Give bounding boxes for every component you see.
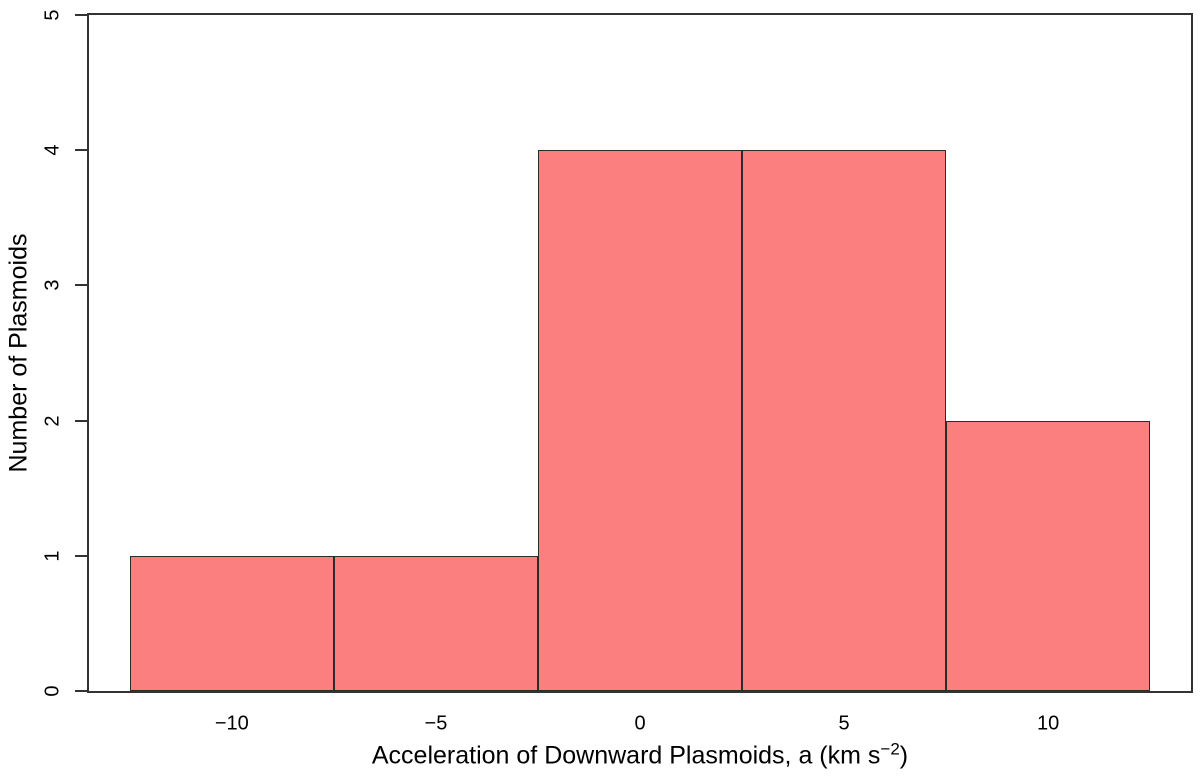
histogram-bar	[537, 150, 743, 691]
plot-area	[87, 13, 1193, 693]
x-tick-label: 5	[838, 712, 850, 735]
y-tick-mark	[75, 284, 87, 287]
x-axis-title: Acceleration of Downward Plasmoids, a (k…	[371, 739, 909, 771]
x-tick-label: −10	[214, 712, 249, 735]
x-axis-title-superscript: −2	[880, 739, 900, 759]
y-tick-label: 0	[41, 685, 64, 697]
y-tick-label: 4	[41, 144, 64, 156]
histogram-bar	[946, 420, 1151, 691]
y-tick-mark	[75, 14, 87, 16]
y-tick-mark	[75, 419, 87, 422]
histogram-bar	[129, 555, 334, 691]
x-tick-label: −5	[424, 712, 448, 735]
y-tick-mark	[75, 690, 87, 692]
x-tick-label: 10	[1037, 712, 1060, 735]
x-axis-title-suffix: )	[899, 741, 909, 770]
y-tick-label: 2	[41, 415, 64, 427]
y-tick-mark	[75, 554, 87, 557]
x-axis-title-base: Acceleration of Downward Plasmoids, a (k…	[371, 741, 881, 770]
histogram-bar	[333, 555, 538, 691]
y-tick-label: 5	[41, 9, 64, 21]
y-tick-label: 3	[41, 279, 64, 291]
y-tick-label: 1	[41, 550, 64, 562]
y-tick-mark	[75, 149, 87, 152]
x-tick-label: 0	[634, 712, 646, 735]
histogram-bar	[742, 150, 947, 691]
y-axis-title: Number of Plasmoids	[4, 233, 33, 473]
